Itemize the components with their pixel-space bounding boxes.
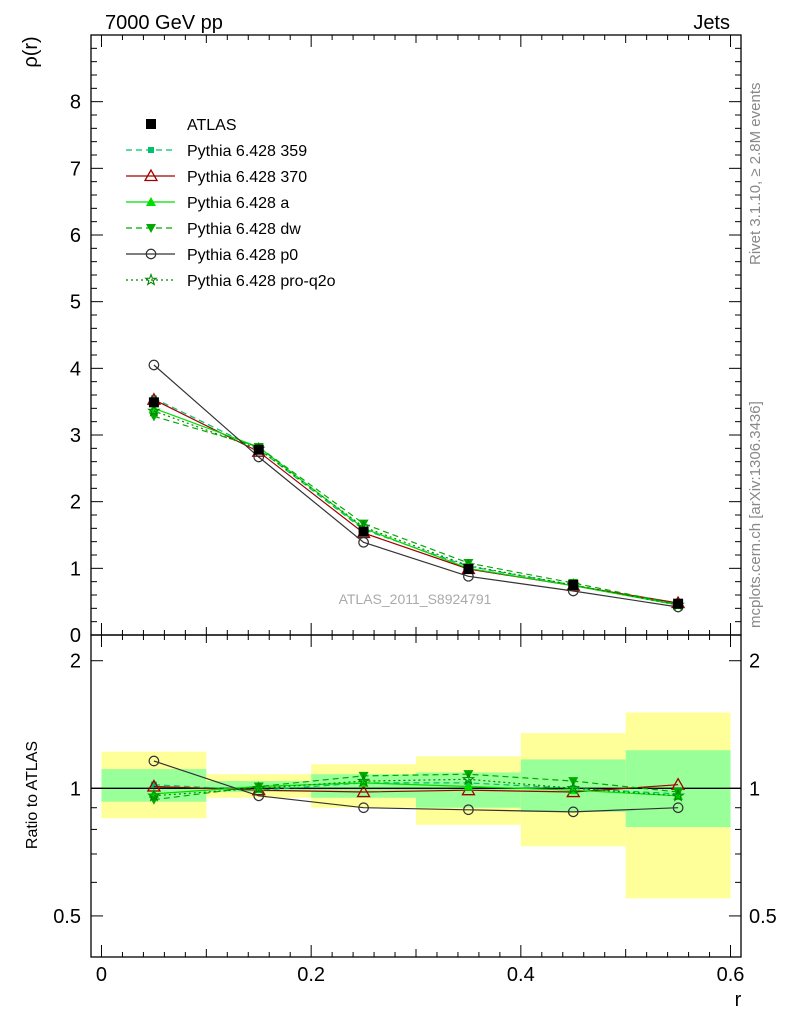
ratio-point-proq2o-2 xyxy=(356,773,371,787)
ratio-point-p359-0 xyxy=(150,781,157,788)
main-point-atlas-2 xyxy=(358,526,369,537)
ratio-series-line-a xyxy=(153,782,679,797)
main-ylabel: ρ(r) xyxy=(20,36,42,67)
x-tick-label: 0.6 xyxy=(717,964,745,986)
ratio-point-dw-5 xyxy=(673,788,684,798)
rivet-label: Rivet 3.1.10, ≥ 2.8M events xyxy=(747,83,764,266)
legend-label-proq2o: Pythia 6.428 pro-q2o xyxy=(187,273,336,290)
mcplots-label: mcplots.cern.ch [arXiv:1306.3436] xyxy=(747,401,764,628)
ratio-point-proq2o-1 xyxy=(251,781,266,795)
x-axis-label: r xyxy=(735,989,742,1011)
main-y-tick-label: 3 xyxy=(70,425,81,447)
main-point-atlas-4 xyxy=(568,580,579,590)
header-left: 7000 GeV pp xyxy=(105,12,223,34)
main-series-line-a xyxy=(153,407,679,606)
ratio-point-p370-2 xyxy=(356,784,371,798)
main-point-dw-3 xyxy=(463,559,474,568)
main-y-tick-label: 7 xyxy=(70,158,81,180)
main-y-tick-label: 1 xyxy=(70,558,81,580)
legend-label-p0: Pythia 6.428 p0 xyxy=(187,247,298,264)
ratio-y-tick-label-left: 0.5 xyxy=(53,906,81,928)
ratio-point-proq2o-3 xyxy=(461,772,476,786)
main-point-a-0 xyxy=(148,403,159,413)
ratio-point-proq2o-0 xyxy=(147,788,161,802)
main-point-atlas-5 xyxy=(673,598,684,609)
ratio-y-tick-label-left: 2 xyxy=(70,651,81,673)
ratio-point-proq2o-5 xyxy=(671,788,685,802)
main-series-line-p0 xyxy=(153,364,679,608)
main-series-line-dw xyxy=(153,415,679,605)
legend-marker-p0 xyxy=(145,248,157,260)
legend-label-a: Pythia 6.428 a xyxy=(187,195,289,212)
ratio-point-a-3 xyxy=(463,781,474,791)
legend-marker-a xyxy=(146,197,156,206)
main-y-tick-label: 8 xyxy=(70,92,81,114)
main-y-tick-label: 4 xyxy=(70,358,81,380)
ratio-y-tick-label-right: 1 xyxy=(749,778,760,800)
ratio-point-p0-0 xyxy=(148,755,160,767)
legend-label-atlas: ATLAS xyxy=(187,117,237,134)
ratio-y-tick-label-right: 0.5 xyxy=(749,906,777,928)
main-point-proq2o-0 xyxy=(147,403,161,417)
ratio-series-line-p0 xyxy=(153,760,679,813)
main-y-tick-label: 5 xyxy=(70,292,81,314)
ratio-point-p0-5 xyxy=(672,802,684,814)
ratio-point-proq2o-4 xyxy=(566,781,581,795)
legend-label-p370: Pythia 6.428 370 xyxy=(187,169,307,186)
legend-label-p359: Pythia 6.428 359 xyxy=(187,143,307,160)
x-tick-label: 0 xyxy=(96,964,107,986)
x-tick-label: 0.2 xyxy=(297,964,325,986)
main-series-line-p359 xyxy=(153,397,679,605)
ratio-series-line-dw xyxy=(153,773,679,801)
ratio-point-dw-1 xyxy=(253,782,264,792)
legend-marker-proq2o xyxy=(144,272,158,286)
main-point-dw-2 xyxy=(358,519,369,529)
main-point-atlas-0 xyxy=(148,397,159,408)
main-series-line-p370 xyxy=(153,399,679,604)
main-series-line-proq2o xyxy=(153,410,679,606)
ratio-y-tick-label-left: 1 xyxy=(70,778,81,800)
ratio-y-tick-label-right: 2 xyxy=(749,651,760,673)
main-y-tick-label: 0 xyxy=(70,625,81,647)
main-y-tick-label: 2 xyxy=(70,492,81,514)
legend-marker-p359 xyxy=(148,147,154,153)
ratio-point-p0-2 xyxy=(358,802,369,814)
analysis-label: ATLAS_2011_S8924791 xyxy=(339,591,492,607)
ratio-point-p0-4 xyxy=(567,806,579,818)
ratio-point-p0-3 xyxy=(463,804,474,816)
main-y-tick-label: 6 xyxy=(70,225,81,247)
legend-label-dw: Pythia 6.428 dw xyxy=(187,221,301,238)
legend-marker-dw xyxy=(146,224,156,233)
ratio-series-line-p359 xyxy=(153,782,679,795)
legend-marker-p370 xyxy=(143,168,159,182)
main-point-atlas-3 xyxy=(463,564,474,574)
main-point-atlas-1 xyxy=(253,444,264,455)
main-point-p0-2 xyxy=(358,536,369,548)
x-tick-label: 0.4 xyxy=(507,964,535,986)
ratio-ylabel: Ratio to ATLAS xyxy=(24,741,41,849)
main-point-p0-0 xyxy=(148,359,160,371)
legend-marker-atlas xyxy=(146,119,156,129)
header-right: Jets xyxy=(693,12,730,34)
